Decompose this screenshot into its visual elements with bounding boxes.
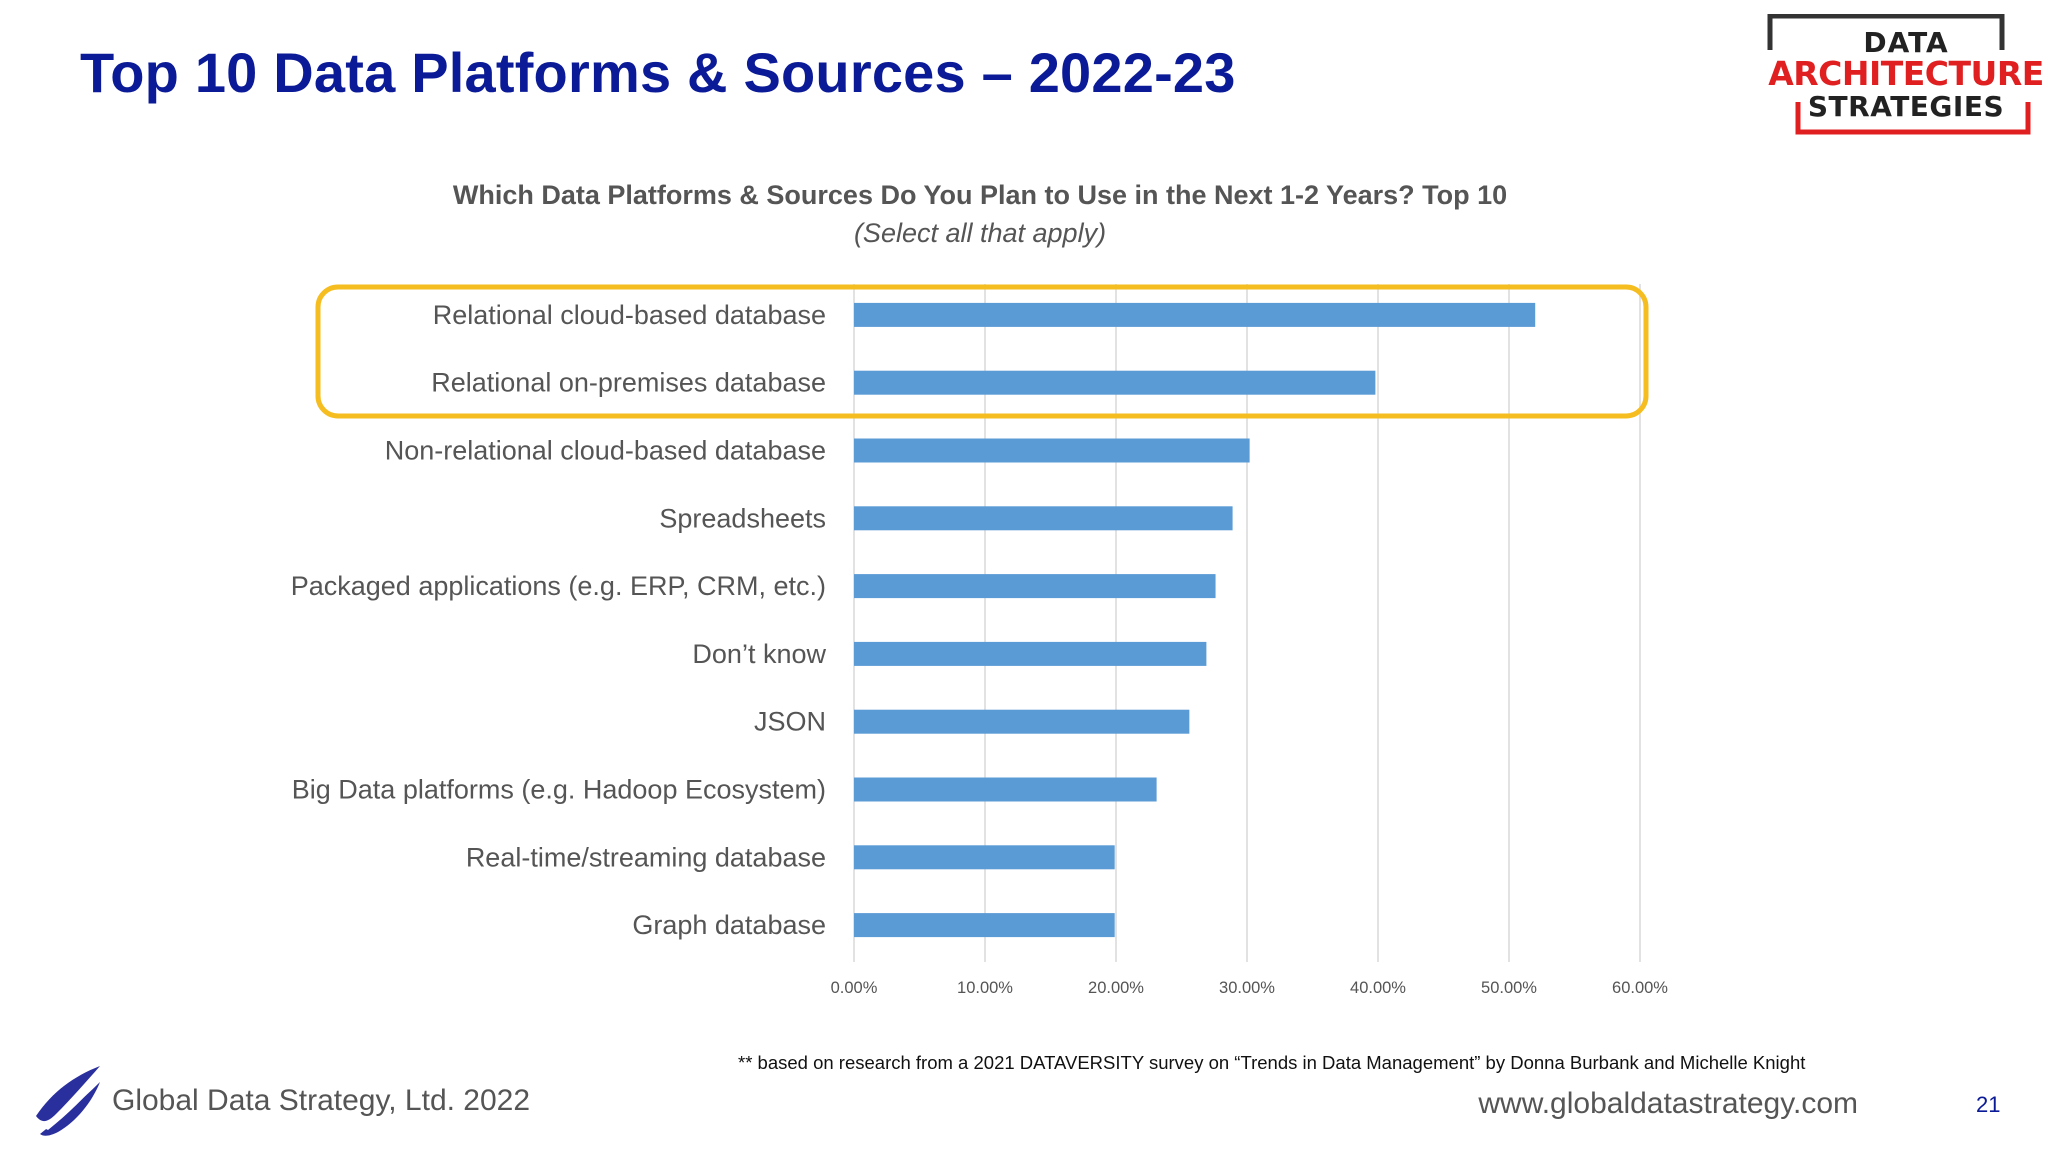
category-label: Don’t know [692, 639, 826, 669]
logo-line-3: STRATEGIES [1807, 90, 2005, 123]
company-name: Global Data Strategy, Ltd. 2022 [112, 1084, 531, 1117]
logo-line-2: ARCHITECTURE [1768, 54, 2044, 93]
website-link[interactable]: www.globaldatastrategy.com [1478, 1087, 1858, 1120]
category-label: Graph database [632, 910, 826, 940]
category-label: Relational cloud-based database [433, 300, 826, 330]
x-tick-label: 60.00% [1612, 979, 1668, 997]
footnote: ** based on research from a 2021 DATAVER… [738, 1052, 1806, 1073]
category-label: Real-time/streaming database [466, 842, 826, 872]
chart-subtitle: (Select all that apply) [853, 218, 1107, 248]
logo-frame-icon [1767, 14, 2031, 135]
bar [854, 641, 1207, 666]
category-label: Spreadsheets [659, 503, 826, 533]
category-label: Big Data platforms (e.g. Hadoop Ecosyste… [292, 775, 826, 805]
slide-title: Top 10 Data Platforms & Sources – 2022-2… [80, 41, 1236, 104]
bar [854, 913, 1115, 938]
category-label: Relational on-premises database [431, 368, 826, 398]
bar [854, 777, 1157, 802]
x-tick-label: 30.00% [1219, 979, 1275, 997]
bar [854, 709, 1190, 734]
x-tick-label: 10.00% [957, 979, 1013, 997]
category-label: Non-relational cloud-based database [385, 436, 826, 466]
bar [854, 370, 1376, 395]
x-tick-label: 20.00% [1088, 979, 1144, 997]
chart-title: Which Data Platforms & Sources Do You Pl… [452, 180, 1508, 210]
global-data-strategy-logo-icon [36, 1066, 100, 1136]
x-tick-label: 0.00% [831, 979, 878, 997]
data-architecture-strategies-logo: DATA ARCHITECTURE STRATEGIES [1766, 14, 2046, 136]
bar [854, 845, 1115, 870]
x-tick-label: 50.00% [1481, 979, 1537, 997]
bar [854, 574, 1216, 599]
bar [854, 438, 1250, 463]
category-label: JSON [754, 707, 826, 737]
x-tick-label: 40.00% [1350, 979, 1406, 997]
bar [854, 506, 1233, 531]
highlight-box [315, 284, 1649, 419]
logo-line-1: DATA [1863, 26, 1949, 59]
category-label: Packaged applications (e.g. ERP, CRM, et… [291, 571, 826, 601]
page-number: 21 [1976, 1092, 2001, 1117]
bar [854, 302, 1536, 327]
